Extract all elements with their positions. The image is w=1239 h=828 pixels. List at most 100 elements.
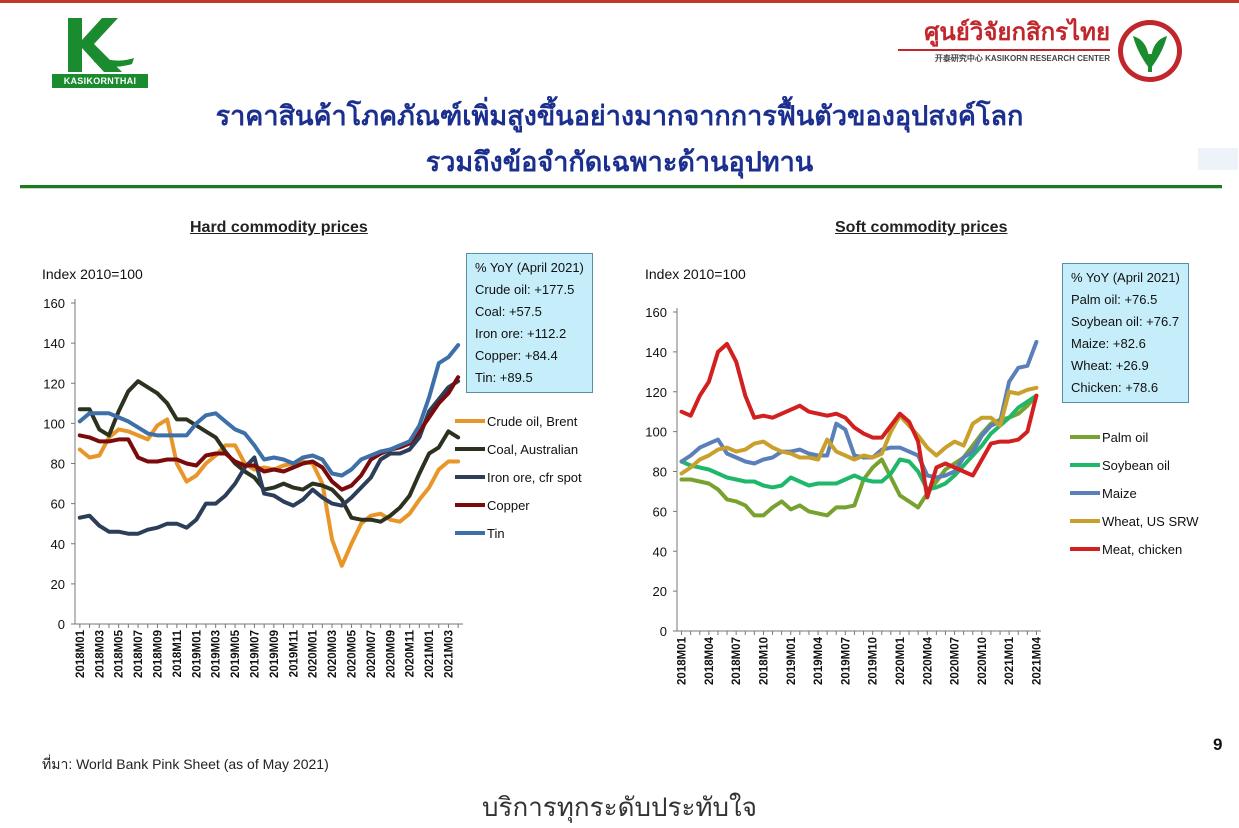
soft-chart-title: Soft commodity prices [835,219,1008,236]
x-tick-label: 2019M09 [269,630,281,678]
series-line [679,341,1039,500]
soft-yoy-title: % YoY (April 2021) [1071,270,1180,285]
x-tick-label: 2020M07 [950,637,962,685]
page-number: 9 [1213,735,1223,754]
y-tick-label: 60 [51,497,65,512]
legend-label: Copper [487,498,530,513]
legend-label: Palm oil [1102,430,1148,445]
research-center-emblem-icon [1115,18,1185,84]
hard-yoy-line: Coal: +57.5 [475,304,542,319]
legend-label: Crude oil, Brent [487,414,578,429]
soft-yoy-line: Palm oil: +76.5 [1071,292,1158,307]
research-center-name: ศูนย์วิจัยกสิกรไทย [924,19,1110,46]
hard-yoy-line: Iron ore: +112.2 [475,326,567,341]
soft-yoy-line: Wheat: +26.9 [1071,358,1149,373]
series-line [679,393,1039,492]
series-line [77,379,461,524]
legend-label: Maize [1102,486,1137,501]
soft-ylabel: Index 2010=100 [645,266,746,282]
x-tick-label: 2018M09 [152,630,164,678]
x-tick-label: 2019M07 [840,637,852,685]
top-accent-line [0,0,1239,3]
legend-label: Tin [487,526,505,541]
kasikornthai-logo-text: KASIKORNTHAI [52,74,148,88]
x-tick-label: 2021M04 [1031,636,1043,685]
y-tick-label: 40 [653,544,667,559]
y-tick-label: 0 [58,617,65,632]
x-tick-label: 2021M01 [1004,636,1016,685]
footer-slogan: บริการทุกระดับประทับใจ [482,792,757,822]
header-divider-shadow [20,188,1222,189]
x-tick-label: 2021M03 [443,630,455,678]
hard-chart-title: Hard commodity prices [190,219,368,236]
slide-title-line2: รวมถึงข้อจำกัดเฉพาะด้านอุปทาน [425,147,814,177]
x-tick-label: 2019M10 [868,637,880,685]
x-tick-label: 2021M01 [424,629,436,678]
hard-yoy-line: Tin: +89.5 [475,370,533,385]
soft-yoy-line: Soybean oil: +76.7 [1071,314,1180,329]
research-center-logo: ศูนย์วิจัยกสิกรไทย 开泰研究中心 KASIKORN RESEA… [870,18,1110,78]
y-tick-label: 120 [43,376,65,391]
hard-commodity-chart: 0 20 40 60 80 100 120 140 160 2018M01 2018M03 2018M… [43,296,582,678]
y-tick-label: 160 [43,296,65,311]
y-tick-label: 80 [653,465,667,480]
x-tick-label: 2020M05 [346,629,358,678]
faint-placeholder [1198,148,1238,170]
x-tick-label: 2018M03 [94,630,106,678]
x-tick-label: 2020M10 [977,637,989,685]
series-line [77,343,461,478]
x-tick-label: 2018M11 [172,629,184,677]
series-line [679,385,1039,476]
soft-commodity-chart: 0 20 40 60 80 100 120 140 160 2018M01 2018M04 2018M… [645,305,1199,685]
y-tick-label: 80 [51,457,65,472]
x-tick-label: 2020M01 [308,629,320,678]
k-logo-icon [68,18,134,72]
x-tick-label: 2018M07 [731,637,743,685]
y-tick-label: 100 [43,416,65,431]
hard-yoy-box: % YoY (April 2021) Crude oil: +177.5 Coa… [466,253,593,393]
soft-yoy-line: Chicken: +78.6 [1071,380,1159,395]
hard-yoy-line: Crude oil: +177.5 [475,282,575,297]
y-tick-label: 20 [51,577,65,592]
header-divider [20,185,1222,188]
legend-label: Coal, Australian [487,442,578,457]
slide-title-line1: ราคาสินค้าโภคภัณฑ์เพิ่มสูงขึ้นอย่างมากจา… [215,101,1024,131]
hard-yoy-title: % YoY (April 2021) [475,260,584,275]
x-tick-label: 2018M04 [704,636,716,685]
x-tick-label: 2019M05 [230,629,242,678]
x-tick-label: 2020M09 [385,630,397,678]
x-tick-label: 2018M01 [75,629,87,678]
x-tick-label: 2019M03 [211,630,223,678]
y-tick-label: 120 [645,385,667,400]
legend-label: Wheat, US SRW [1102,514,1199,529]
legend-label: Soybean oil [1102,458,1170,473]
x-tick-label: 2018M05 [114,629,126,678]
hard-yoy-line: Copper: +84.4 [475,348,558,363]
y-tick-label: 160 [645,305,667,320]
x-tick-label: 2019M07 [249,630,261,678]
x-tick-label: 2018M07 [133,630,145,678]
kasikornthai-logo: KASIKORNTHAI [50,12,150,92]
series-line [77,379,461,536]
legend-label: Iron ore, cfr spot [487,470,582,485]
y-tick-label: 20 [653,584,667,599]
x-tick-label: 2020M04 [922,636,934,685]
x-tick-label: 2020M07 [366,630,378,678]
x-tick-label: 2020M01 [895,636,907,685]
x-tick-label: 2018M01 [677,636,689,685]
soft-yoy-line: Maize: +82.6 [1071,336,1146,351]
hard-ylabel: Index 2010=100 [42,266,143,282]
source-note: ที่มา: World Bank Pink Sheet (as of May … [42,756,329,772]
x-tick-label: 2019M01 [786,636,798,685]
y-tick-label: 140 [43,336,65,351]
y-tick-label: 60 [653,504,667,519]
y-tick-label: 140 [645,345,667,360]
y-tick-label: 100 [645,425,667,440]
x-tick-label: 2019M11 [288,629,300,677]
x-tick-label: 2020M11 [405,629,417,677]
x-tick-label: 2019M04 [813,636,825,685]
x-tick-label: 2018M10 [758,637,770,685]
research-center-divider [898,49,1110,51]
research-center-subname: 开泰研究中心 KASIKORN RESEARCH CENTER [934,54,1110,63]
legend-label: Meat, chicken [1102,542,1182,557]
